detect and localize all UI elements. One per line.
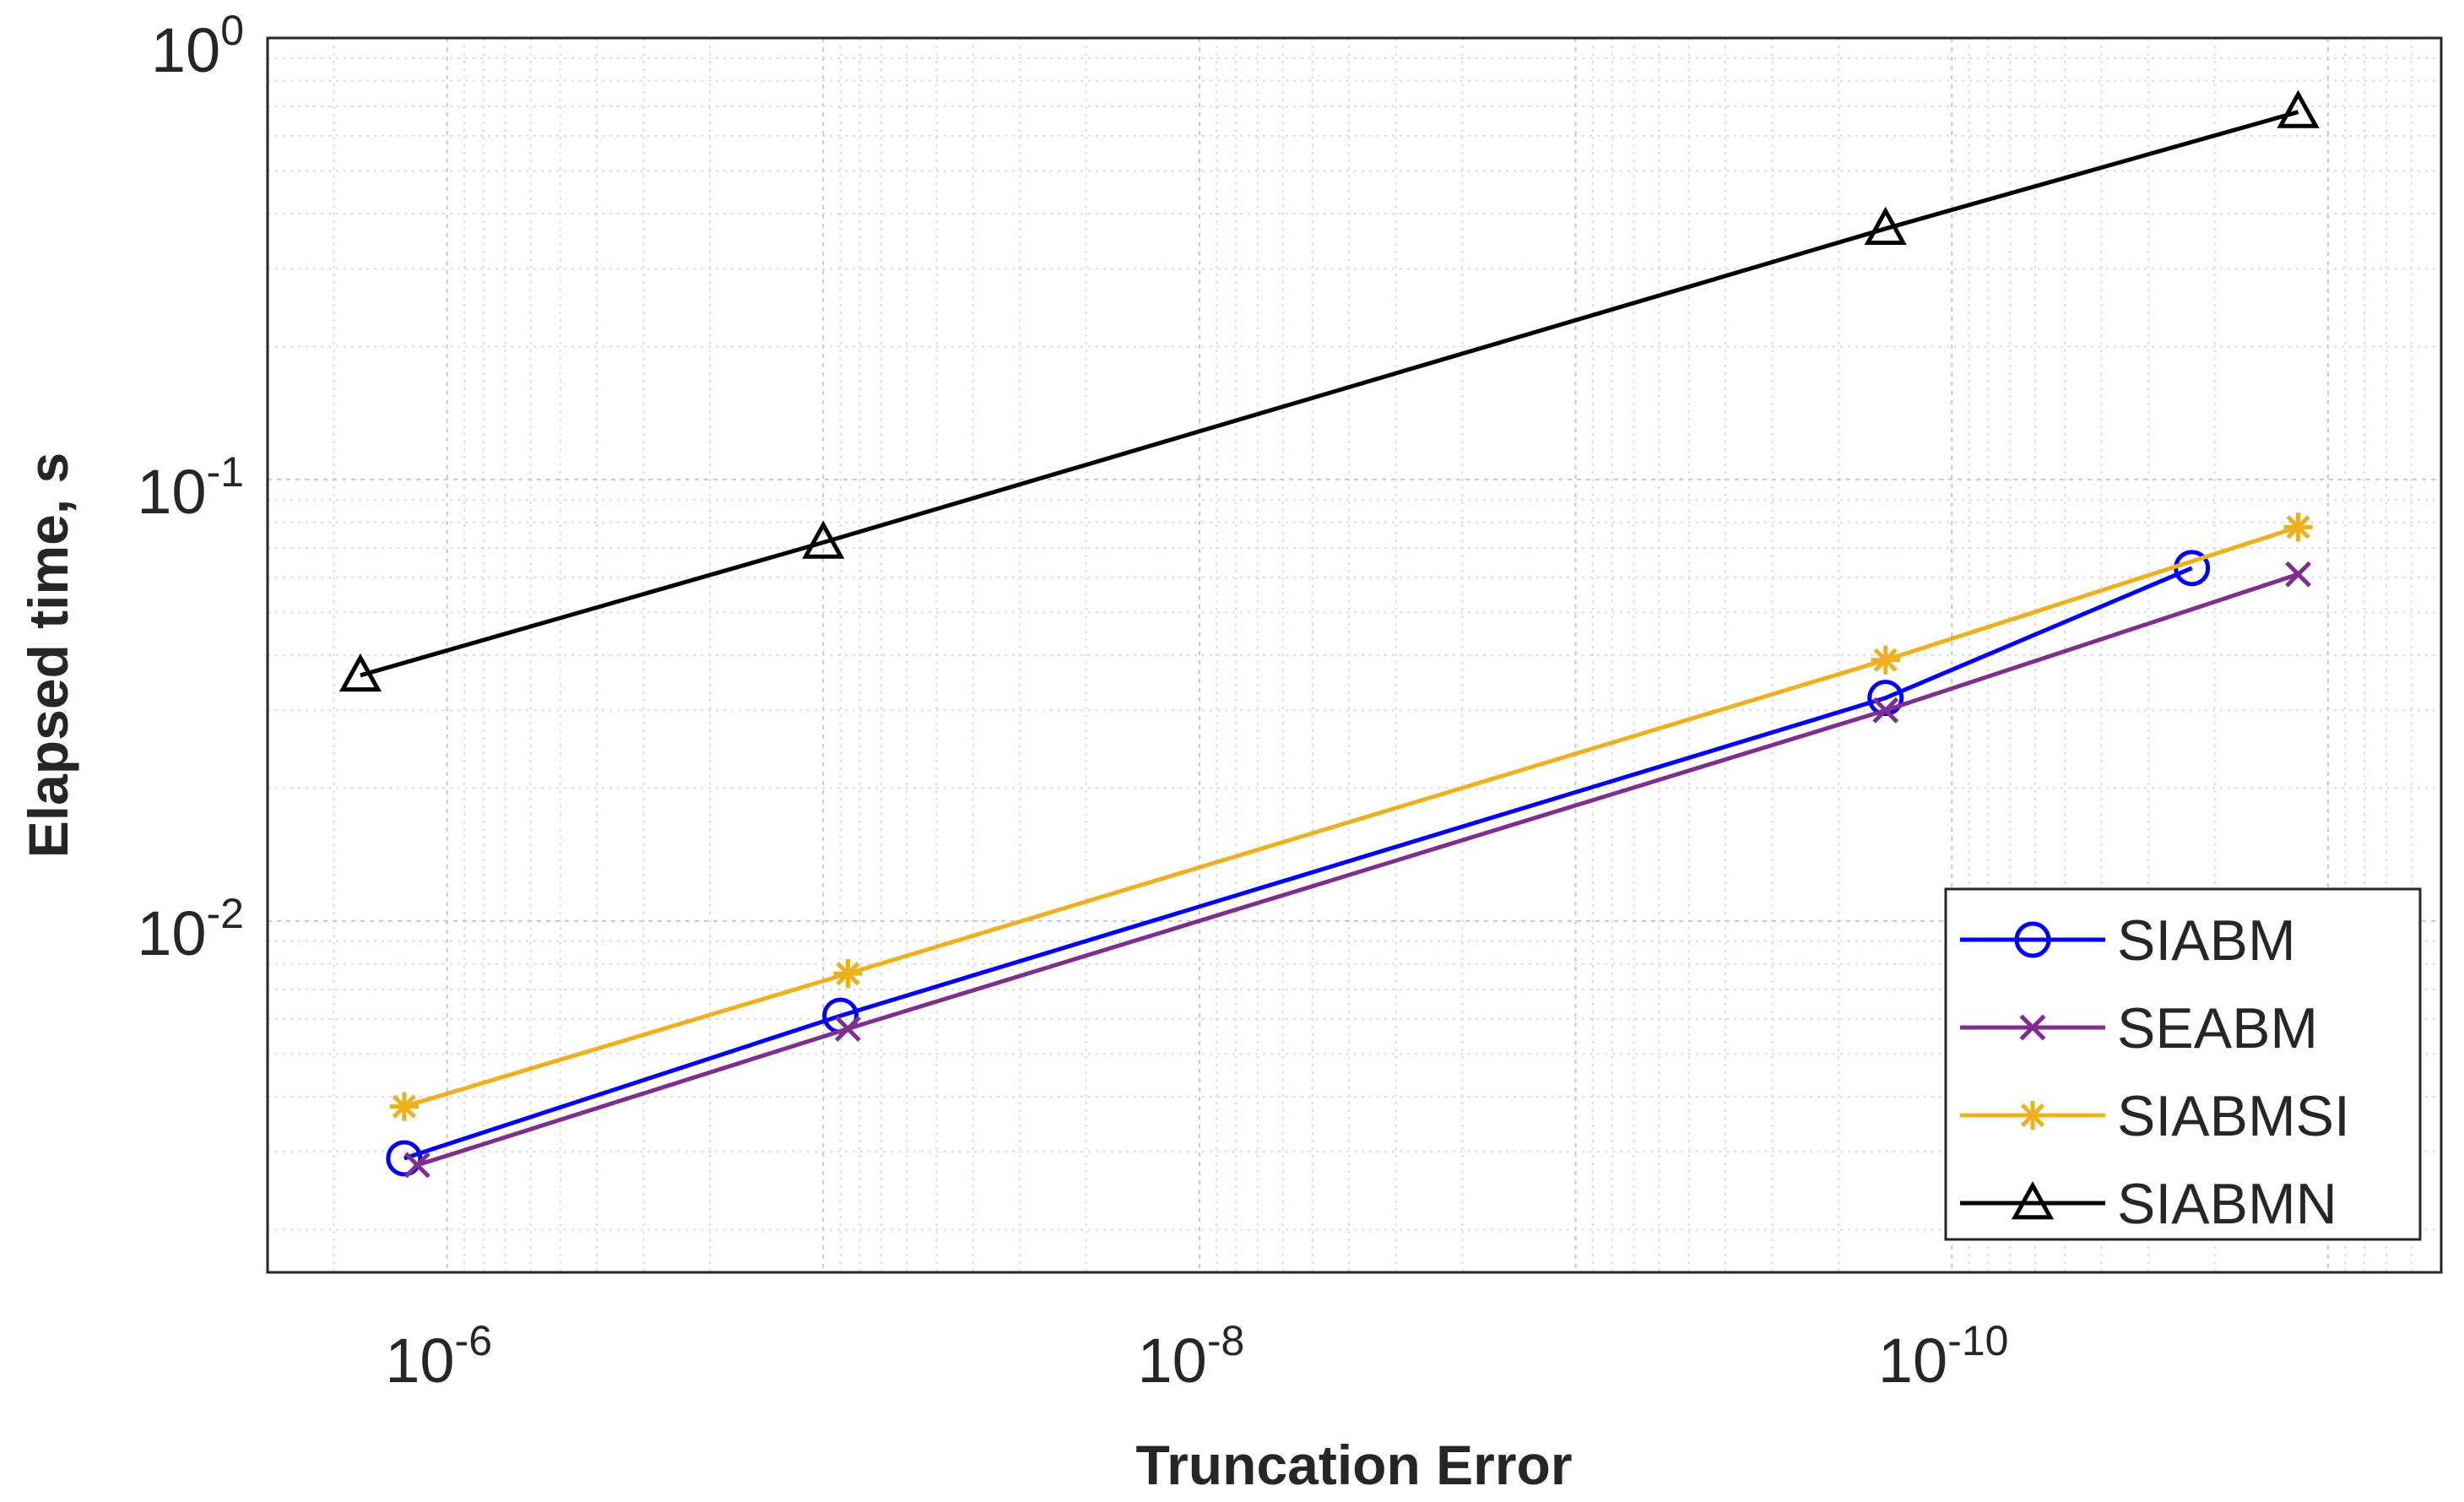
series-siabmn: [338, 89, 2320, 692]
triangle-marker: [2277, 89, 2320, 128]
circle-marker: [1867, 680, 1904, 717]
tick-labels: 10-6 10-8 10-10 100 10-1 10-2: [137, 7, 2008, 1396]
legend-label: SIABMN: [2117, 1172, 2337, 1236]
legend-item-siabmsi: SIABMSI: [1960, 1084, 2350, 1148]
x-marker: [2285, 561, 2312, 588]
asterisk-marker: [2283, 512, 2313, 542]
x-tick-label: 10-8: [1138, 1317, 1245, 1396]
asterisk-marker: [833, 959, 863, 989]
legend-label: SIABM: [2117, 908, 2296, 973]
legend-item-seabm: SEABM: [1960, 996, 2318, 1060]
x-axis-title: Truncation Error: [1135, 1434, 1572, 1496]
series-line: [416, 572, 2299, 1168]
x-tick-label: 10-10: [1878, 1317, 2009, 1396]
triangle-marker: [2011, 1180, 2055, 1220]
y-axis-title: Elapsed time, s: [17, 453, 79, 859]
circle-marker: [386, 1140, 423, 1177]
legend-item-siabm: SIABM: [1960, 908, 2296, 973]
triangle-marker: [1864, 206, 1907, 246]
asterisk-marker: [1871, 645, 1900, 675]
series-siabmsi: [389, 512, 2313, 1121]
triangle-marker: [338, 653, 382, 692]
legend-box: [1944, 887, 2422, 1241]
legend-item-siabmn: SIABMN: [1960, 1172, 2337, 1236]
series-line: [360, 110, 2299, 678]
x-marker: [2019, 1014, 2046, 1041]
legend-label: SIABMSI: [2117, 1084, 2350, 1148]
grid: [267, 37, 2442, 1272]
x-marker: [1872, 697, 1899, 724]
series-seabm: [403, 561, 2312, 1179]
series-line: [403, 566, 2193, 1161]
series-layer: [338, 89, 2320, 1179]
legend-label: SEABM: [2117, 996, 2318, 1060]
x-tick-label: 10-6: [385, 1317, 492, 1396]
y-tick-label: 10-1: [137, 448, 244, 527]
series-line: [403, 524, 2299, 1109]
y-tick-label: 100: [151, 7, 244, 85]
triangle-marker: [802, 520, 845, 559]
x-marker: [835, 1016, 861, 1042]
circle-marker: [2014, 921, 2051, 958]
asterisk-marker: [389, 1092, 419, 1121]
axes-box: [266, 36, 2443, 1274]
y-tick-label: 10-2: [137, 890, 244, 968]
asterisk-marker: [2017, 1100, 2048, 1131]
x-marker: [403, 1152, 431, 1179]
legend: SIABM SEABM SIABMSI SIABMN: [1944, 887, 2422, 1241]
